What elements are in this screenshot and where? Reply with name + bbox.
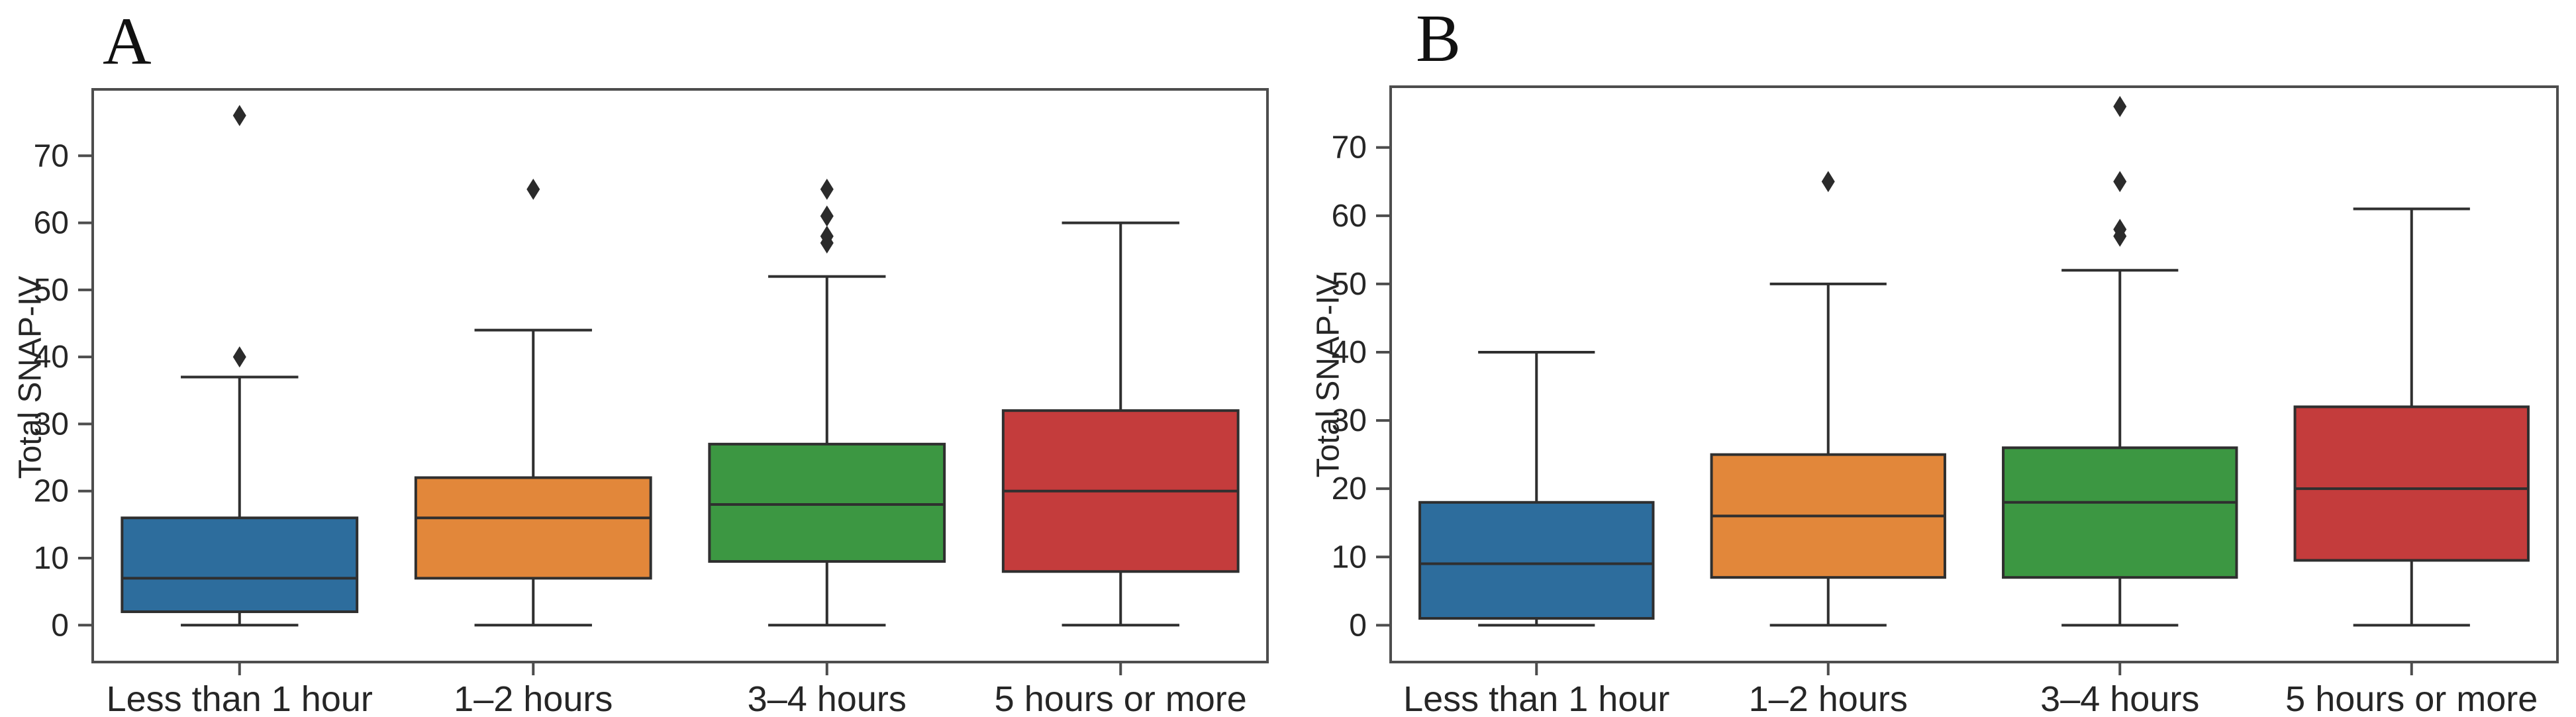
x-category-label: Less than 1 hour bbox=[107, 679, 373, 717]
panel-a-title: A bbox=[103, 4, 152, 79]
panel-a-y-axis-label: Total SNAP-IV bbox=[13, 275, 48, 479]
outlier-diamond bbox=[820, 225, 834, 247]
axes-border-B bbox=[1389, 85, 2559, 663]
x-category-label: 3–4 hours bbox=[748, 679, 907, 717]
panel-b-title: B bbox=[1416, 1, 1461, 76]
y-tick-label: 30 bbox=[1332, 403, 1367, 438]
outlier-diamond bbox=[1821, 171, 1835, 193]
y-tick-label: 40 bbox=[34, 340, 69, 375]
box-B-1 bbox=[1418, 501, 1655, 620]
y-tick-label: 20 bbox=[34, 474, 69, 509]
outlier-diamond bbox=[526, 178, 540, 200]
y-tick-label: 30 bbox=[34, 406, 69, 442]
y-tick-label: 0 bbox=[51, 608, 69, 643]
outlier-diamond bbox=[232, 346, 246, 368]
y-tick-label: 40 bbox=[1332, 335, 1367, 370]
y-tick-label: 60 bbox=[1332, 199, 1367, 234]
y-tick-label: 70 bbox=[1332, 130, 1367, 166]
y-tick-label: 50 bbox=[1332, 267, 1367, 302]
x-category-label: 3–4 hours bbox=[2040, 679, 2199, 717]
box-A-2 bbox=[414, 476, 652, 580]
panel-b-y-axis-label: Total SNAP-IV bbox=[1311, 274, 1346, 478]
y-tick-label: 70 bbox=[34, 138, 69, 173]
outlier-diamond bbox=[232, 105, 246, 126]
x-category-label: 5 hours or more bbox=[2285, 679, 2538, 717]
y-tick-label: 20 bbox=[1332, 471, 1367, 506]
axes-border-A bbox=[91, 88, 1269, 663]
y-tick-label: 10 bbox=[1332, 540, 1367, 575]
y-tick-label: 0 bbox=[1349, 608, 1367, 643]
box-A-3 bbox=[708, 442, 946, 563]
outlier-diamond bbox=[820, 178, 834, 200]
x-category-label: 1–2 hours bbox=[1749, 679, 1908, 717]
y-tick-label: 60 bbox=[34, 206, 69, 241]
x-category-label: 1–2 hours bbox=[454, 679, 613, 717]
y-tick-label: 50 bbox=[34, 273, 69, 308]
outlier-diamond bbox=[820, 205, 834, 227]
y-tick-label: 10 bbox=[34, 541, 69, 576]
x-category-label: Less than 1 hour bbox=[1403, 679, 1669, 717]
outlier-diamond bbox=[2113, 171, 2127, 193]
box-B-4 bbox=[2293, 405, 2530, 562]
box-A-1 bbox=[121, 516, 359, 614]
box-B-3 bbox=[2002, 446, 2238, 579]
outlier-diamond bbox=[2113, 218, 2127, 240]
x-category-label: 5 hours or more bbox=[995, 679, 1247, 717]
outlier-diamond bbox=[2113, 95, 2127, 117]
